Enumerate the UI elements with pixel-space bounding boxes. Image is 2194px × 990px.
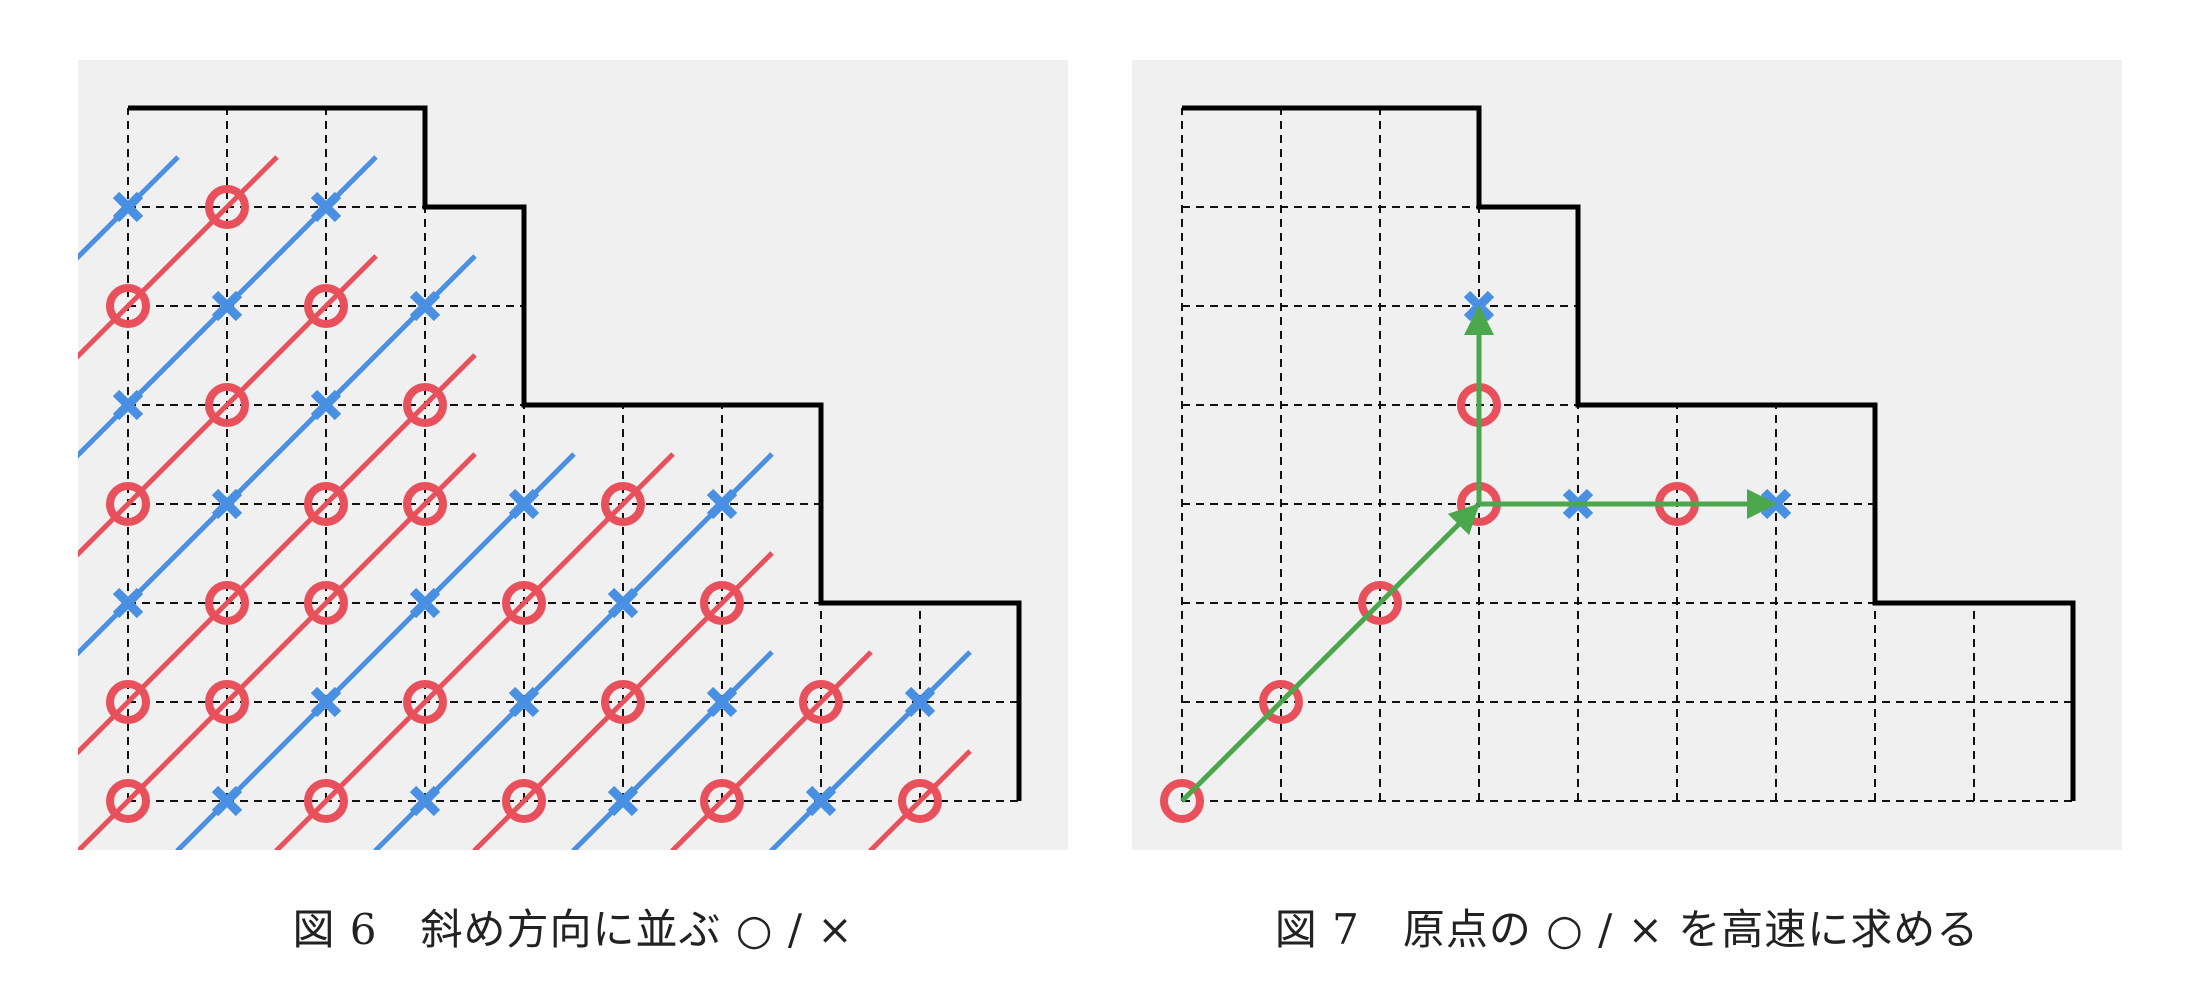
o-mark: [1160, 779, 1204, 823]
x-mark: [112, 389, 144, 421]
diagonal-line: [78, 254, 378, 558]
figure7-panel: [1132, 60, 2122, 850]
figure6-panel: [78, 60, 1068, 850]
o-mark: [502, 779, 546, 823]
figure7-caption: 図 7 原点の ○ / × を高速に求める: [1274, 905, 1980, 954]
o-mark: [403, 383, 447, 427]
x-mark: [112, 191, 144, 223]
o-mark: [700, 779, 744, 823]
grid: [1181, 105, 2076, 802]
x-mark: [607, 785, 639, 817]
x-mark: [211, 290, 243, 322]
x-mark: [508, 488, 540, 520]
diagonal-line: [78, 254, 477, 657]
diagonal-line: [274, 452, 675, 850]
x-mark: [310, 389, 342, 421]
x-mark: [211, 488, 243, 520]
grid-boundary: [128, 105, 1022, 801]
x-mark: [607, 587, 639, 619]
o-mark: [304, 779, 348, 823]
o-mark: [304, 482, 348, 526]
o-mark: [106, 779, 150, 823]
figure6-caption: 図 6 斜め方向に並ぶ ○ / ×: [292, 905, 854, 954]
x-mark: [508, 686, 540, 718]
o-mark: [700, 581, 744, 625]
o-mark: [106, 680, 150, 724]
o-mark: [205, 383, 249, 427]
x-mark: [904, 686, 936, 718]
diagonal-line: [472, 551, 774, 850]
o-mark: [601, 680, 645, 724]
x-mark: [706, 686, 738, 718]
o-mark: [106, 482, 150, 526]
o-mark: [403, 680, 447, 724]
diagonal-line: [78, 353, 477, 756]
diagonal-line: [670, 650, 873, 850]
x-mark: [409, 785, 441, 817]
diagonal-line: [175, 452, 576, 850]
o-mark: [205, 185, 249, 229]
x-mark: [409, 290, 441, 322]
o-mark: [1358, 581, 1402, 625]
diagonal-line: [571, 650, 774, 850]
o-mark: [304, 284, 348, 328]
arrow: [1180, 503, 1480, 803]
o-mark: [502, 581, 546, 625]
grid-boundary: [1182, 105, 2076, 801]
o-mark: [898, 779, 942, 823]
x-mark: [409, 587, 441, 619]
diagonal-line: [78, 155, 279, 360]
o-mark: [1259, 680, 1303, 724]
figure6-diagram: [78, 105, 1022, 850]
diagonal-line: [78, 155, 378, 459]
diagonal-line: [868, 749, 972, 850]
o-mark: [601, 482, 645, 526]
x-mark: [310, 686, 342, 718]
arrows: [1180, 305, 1777, 803]
diagonal-lines: [78, 155, 972, 850]
diagonal-line: [78, 452, 477, 850]
x-mark: [112, 587, 144, 619]
marks: [106, 185, 942, 823]
o-mark: [205, 680, 249, 724]
o-mark: [799, 680, 843, 724]
x-mark: [310, 191, 342, 223]
o-mark: [403, 482, 447, 526]
marks: [1160, 290, 1792, 823]
o-mark: [304, 581, 348, 625]
diagonal-line: [769, 650, 972, 850]
x-mark: [211, 785, 243, 817]
o-mark: [106, 284, 150, 328]
figure7-diagram: [1160, 105, 2076, 823]
o-mark: [205, 581, 249, 625]
x-mark: [805, 785, 837, 817]
x-mark: [706, 488, 738, 520]
diagonal-line: [373, 452, 774, 850]
